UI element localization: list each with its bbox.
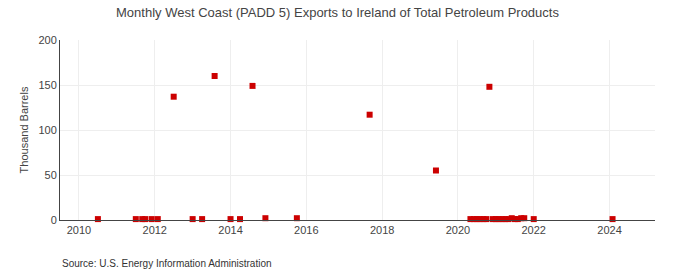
svg-text:2020: 2020 xyxy=(446,224,470,236)
svg-text:200: 200 xyxy=(38,34,56,46)
svg-text:2024: 2024 xyxy=(597,224,621,236)
svg-text:2010: 2010 xyxy=(67,224,91,236)
svg-text:Thousand Barrels: Thousand Barrels xyxy=(18,86,30,173)
svg-text:2018: 2018 xyxy=(370,224,394,236)
svg-text:0: 0 xyxy=(51,214,57,226)
svg-text:2016: 2016 xyxy=(294,224,318,236)
svg-text:50: 50 xyxy=(45,169,57,181)
svg-text:150: 150 xyxy=(38,79,56,91)
svg-text:2014: 2014 xyxy=(218,224,242,236)
svg-text:Source: U.S. Energy Informatio: Source: U.S. Energy Information Administ… xyxy=(62,258,272,269)
svg-text:Monthly West Coast (PADD 5) Ex: Monthly West Coast (PADD 5) Exports to I… xyxy=(116,5,559,20)
svg-text:2012: 2012 xyxy=(143,224,167,236)
svg-text:2022: 2022 xyxy=(521,224,545,236)
svg-text:100: 100 xyxy=(38,124,56,136)
